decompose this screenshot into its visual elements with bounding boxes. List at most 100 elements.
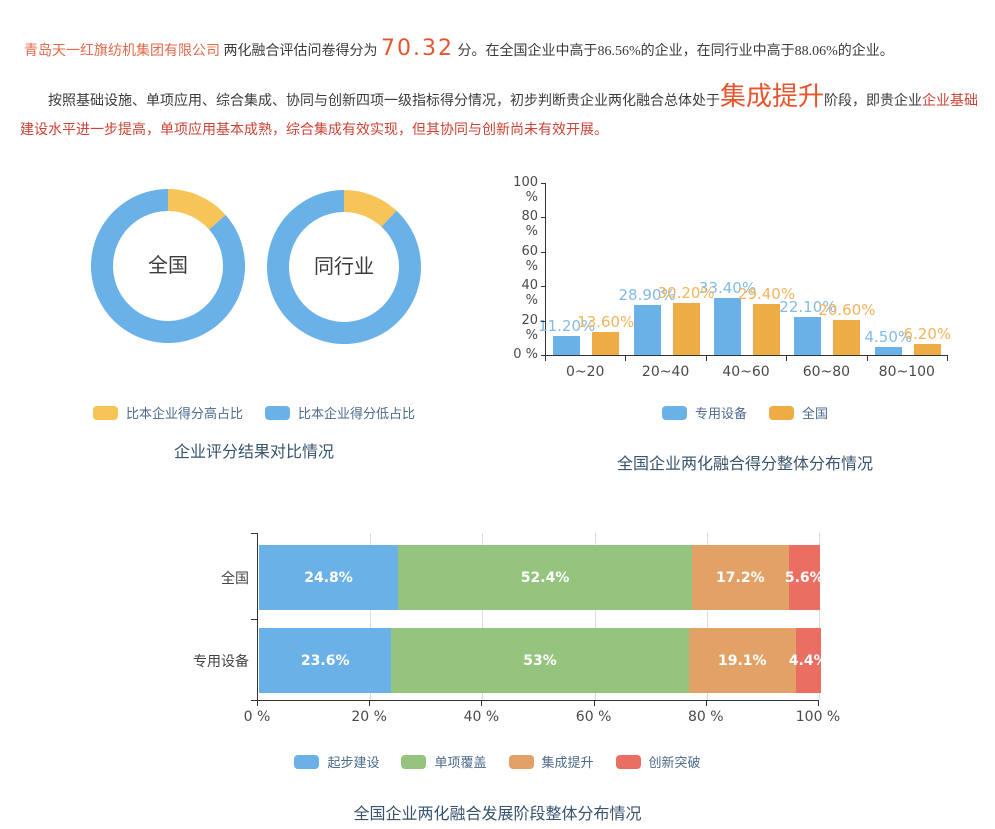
donut-chart: 同行业	[267, 190, 422, 344]
y-axis-tick-label: 100 %	[513, 175, 538, 205]
y-axis-tick	[251, 700, 257, 701]
legend-item[interactable]: 集成提升	[508, 752, 594, 771]
segment-value-label: 23.6%	[300, 652, 350, 669]
gridline	[706, 533, 708, 700]
x-axis-tick-label: 60 %	[575, 709, 612, 725]
legend-label: 单项覆盖	[434, 755, 487, 770]
legend-swatch	[615, 754, 641, 769]
stage-name: 集成提升	[720, 82, 825, 111]
legend-label: 创新突破	[648, 755, 701, 770]
y-axis-tick-label: 0 %	[513, 347, 538, 362]
stage-mid-text: 阶段，即贵企业	[824, 94, 923, 109]
legend-label: 比本企业得分低占比	[298, 406, 416, 421]
bar-专用设备	[794, 317, 822, 355]
legend-swatch	[769, 405, 794, 420]
company-name: 青岛天一红旗纺机集团有限公司	[24, 44, 220, 59]
donut-legend: 比本企业得分高占比 比本企业得分低占比	[24, 403, 484, 422]
score-tail-text: 分。在全国企业中高于86.56%的企业，在同行业中高于88.06%的企业。	[453, 44, 894, 59]
x-axis-tick-label: 80 %	[688, 709, 724, 725]
y-axis-tick	[541, 286, 546, 288]
y-axis-tick	[541, 320, 546, 322]
x-axis-tick	[545, 356, 546, 361]
bar-value-label: 20.60%	[818, 300, 876, 319]
x-axis-tick-label: 0 %	[243, 709, 271, 725]
segment-value-label: 24.8%	[304, 569, 353, 586]
bar-value-label: 33.40%	[698, 278, 757, 297]
stacked-bar-row: 24.8% 52.4% 17.2% 5.6%	[259, 545, 820, 610]
bar-全国	[592, 331, 620, 355]
segment-value-label: 17.2%	[716, 569, 765, 586]
y-axis-tick-label: 40 %	[521, 278, 538, 309]
bar-value-label: 11.20%	[538, 316, 596, 335]
x-axis-tick	[947, 356, 948, 361]
bar-chart-title: 全国企业两化融合得分整体分布情况	[616, 456, 873, 473]
legend-item[interactable]: 全国	[769, 403, 828, 422]
bar-value-label: 4.50%	[864, 328, 913, 347]
gridline	[370, 533, 372, 700]
segment-起步建设: 24.8%	[259, 545, 399, 610]
summary-paragraph-score: 青岛天一红旗纺机集团有限公司 两化融合评估问卷得分为 70.32 分。在全国企业…	[24, 34, 988, 66]
bar-专用设备	[553, 335, 581, 355]
legend-label: 集成提升	[541, 755, 594, 770]
x-axis-tick	[705, 356, 707, 361]
x-axis-tick-label: 100 %	[795, 709, 841, 725]
segment-value-label: 19.1%	[717, 652, 767, 669]
segment-单项覆盖: 52.4%	[398, 545, 693, 610]
x-axis-tick	[705, 701, 707, 706]
x-axis-category-label: 80~100	[878, 364, 935, 380]
y-axis-tick	[541, 355, 546, 356]
bar-全国	[913, 344, 941, 355]
bar-legend: 专用设备 全国	[505, 403, 985, 422]
legend-swatch	[92, 405, 118, 420]
legend-swatch	[265, 405, 290, 420]
bar-全国	[672, 303, 700, 355]
bar-value-label: 30.20%	[657, 284, 715, 303]
bar-专用设备	[874, 347, 902, 355]
stacked-bar-row: 23.6% 53% 19.1% 4.4%	[259, 628, 821, 693]
donut-slice	[344, 190, 397, 227]
segment-value-label: 53%	[523, 652, 557, 669]
x-axis-tick	[593, 701, 595, 706]
donut-center-label: 全国	[148, 254, 188, 277]
bar-value-label: 6.20%	[903, 325, 952, 344]
y-axis-tick	[541, 183, 546, 184]
y-axis-tick	[541, 251, 546, 253]
stage-lead-text: 按照基础设施、单项应用、综合集成、协同与创新四项一级指标得分情况，初步判断贵企业…	[48, 94, 720, 109]
legend-item[interactable]: 创新突破	[615, 752, 701, 771]
bar-专用设备	[633, 305, 661, 355]
legend-label: 起步建设	[327, 755, 380, 770]
gridline	[482, 533, 484, 700]
segment-value-label: 52.4%	[520, 569, 570, 586]
legend-item[interactable]: 专用设备	[661, 403, 747, 422]
legend-swatch	[294, 754, 320, 769]
bar-value-label: 13.60%	[577, 312, 635, 331]
legend-swatch	[401, 754, 427, 769]
y-axis-tick-label: 60 %	[521, 243, 538, 274]
stage-detail-text: 企业基础建设水平进一步提高，单项应用基本成熟，综合集成有效实现，但其协同与创新尚…	[20, 94, 979, 138]
x-axis-tick-label: 20 %	[351, 709, 387, 725]
donut-slice	[168, 189, 226, 230]
stacked-plot: 24.8% 52.4% 17.2% 5.6% 23.6% 53% 19.1% 4.4%	[257, 533, 821, 701]
segment-起步建设: 23.6%	[259, 628, 392, 693]
segment-value-label: 4.4%	[788, 652, 821, 669]
segment-集成提升: 17.2%	[692, 545, 789, 610]
legend-item[interactable]: 比本企业得分高占比	[92, 403, 243, 422]
overall-score-value: 70.32	[381, 36, 454, 61]
stacked-chart-title: 全国企业两化融合发展阶段整体分布情况	[353, 806, 642, 823]
segment-集成提升: 19.1%	[688, 628, 796, 693]
legend-item[interactable]: 单项覆盖	[401, 752, 487, 771]
legend-label: 全国	[802, 406, 829, 421]
donut-chart-title: 企业评分结果对比情况	[173, 444, 334, 461]
x-axis-category-label: 60~80	[802, 364, 851, 380]
stacked-legend: 起步建设 单项覆盖 集成提升 创新突破	[0, 752, 995, 771]
x-axis-tick	[481, 701, 483, 706]
legend-item[interactable]: 起步建设	[294, 752, 379, 771]
segment-创新突破: 5.6%	[785, 545, 820, 610]
legend-item[interactable]: 比本企业得分低占比	[265, 403, 415, 422]
legend-swatch	[508, 754, 534, 769]
x-axis-tick	[866, 356, 868, 361]
x-axis-tick	[786, 356, 788, 361]
y-axis-tick	[541, 217, 546, 219]
segment-创新突破: 4.4%	[789, 628, 821, 693]
